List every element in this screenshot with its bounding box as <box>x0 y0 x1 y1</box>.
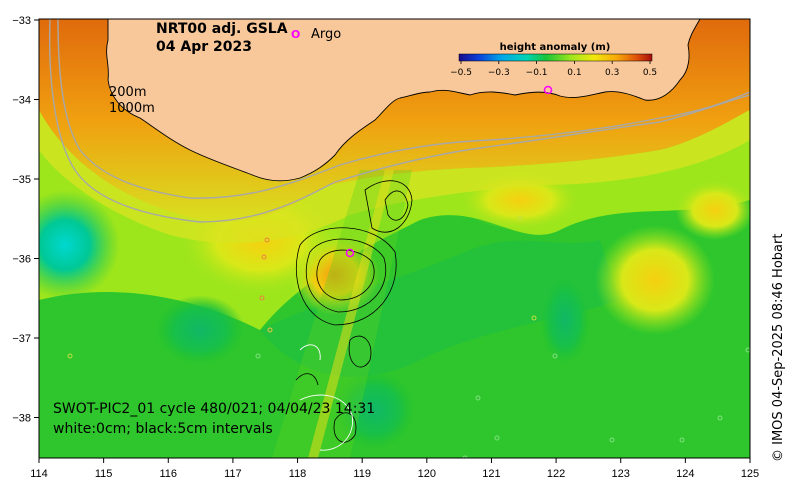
x-tick-label: 123 <box>612 468 630 480</box>
map-title-line2: 04 Apr 2023 <box>156 39 252 55</box>
cold-eddy-west <box>39 190 120 300</box>
zero-contours <box>299 344 354 451</box>
colorbar-tick-label: 0.3 <box>605 68 619 78</box>
x-tick-label: 118 <box>289 468 307 480</box>
warm-eddy-east <box>595 225 715 335</box>
colorbar-tick-label: −0.1 <box>526 68 548 78</box>
colorbar: height anomaly (m) −0.5 −0.3 −0.1 0.1 0.3 0.5 <box>450 42 657 78</box>
cold-eddy-southwest <box>155 295 245 365</box>
x-tick-label: 116 <box>159 468 177 480</box>
y-tick-label: −37 <box>12 333 31 345</box>
coastline <box>106 19 701 182</box>
colorbar-gradient <box>458 53 653 62</box>
x-tick-label: 125 <box>741 468 759 480</box>
colorbar-tick-label: −0.3 <box>488 68 510 78</box>
swot-swath <box>272 170 412 458</box>
cold-eddy-southeast <box>540 275 590 365</box>
argo-float-center <box>345 248 355 258</box>
x-tick-label: 114 <box>30 468 48 480</box>
cold-eddy-south <box>335 370 415 450</box>
y-tick-label: −33 <box>12 15 31 27</box>
contour-legend-label: white:0cm; black:5cm intervals <box>53 421 273 437</box>
swot-swath-gap <box>308 170 394 458</box>
x-tick-label: 122 <box>547 468 565 480</box>
x-tick-label: 121 <box>482 468 500 480</box>
isobath-label-1000: 1000m <box>109 101 155 116</box>
colorbar-title: height anomaly (m) <box>500 42 611 53</box>
x-axis: 114 115 116 117 118 119 120 121 122 123 124 125 <box>30 458 759 480</box>
x-tick-label: 115 <box>95 468 113 480</box>
x-tick-label: 124 <box>676 468 694 480</box>
x-tick-label: 119 <box>353 468 371 480</box>
contour-lines <box>295 180 413 443</box>
plot-frame <box>38 18 751 459</box>
map-title-line1: NRT00 adj. GSLA <box>156 21 288 37</box>
central-green-band <box>260 240 620 377</box>
yellow-region-far-east <box>675 180 750 240</box>
y-tick-label: −38 <box>12 413 31 425</box>
isobath-label-200: 200m <box>109 85 146 100</box>
float-markers <box>67 215 750 458</box>
argo-float-coast <box>543 85 553 95</box>
coastal-yellow-fringe <box>39 110 750 244</box>
argo-legend-marker: O <box>291 28 300 41</box>
colorbar-tick-label: −0.5 <box>450 68 472 78</box>
colorbar-tick-label: 0.1 <box>567 68 581 78</box>
colorbar-tick-label: 0.5 <box>643 68 657 78</box>
y-tick-label: −34 <box>12 95 31 107</box>
argo-legend-label: Argo <box>311 27 341 42</box>
y-axis: −33 −34 −35 −36 −37 −38 <box>12 15 39 425</box>
swot-pass-label: SWOT-PIC2_01 cycle 480/021; 04/04/23 14:… <box>53 401 375 417</box>
imos-credit: © IMOS 04-Sep-2025 08:46 Hobart <box>771 234 786 462</box>
isobath-lines <box>49 19 750 223</box>
x-tick-label: 120 <box>418 468 436 480</box>
y-tick-label: −36 <box>12 254 31 266</box>
x-tick-label: 117 <box>224 468 242 480</box>
y-tick-label: −35 <box>12 174 31 186</box>
